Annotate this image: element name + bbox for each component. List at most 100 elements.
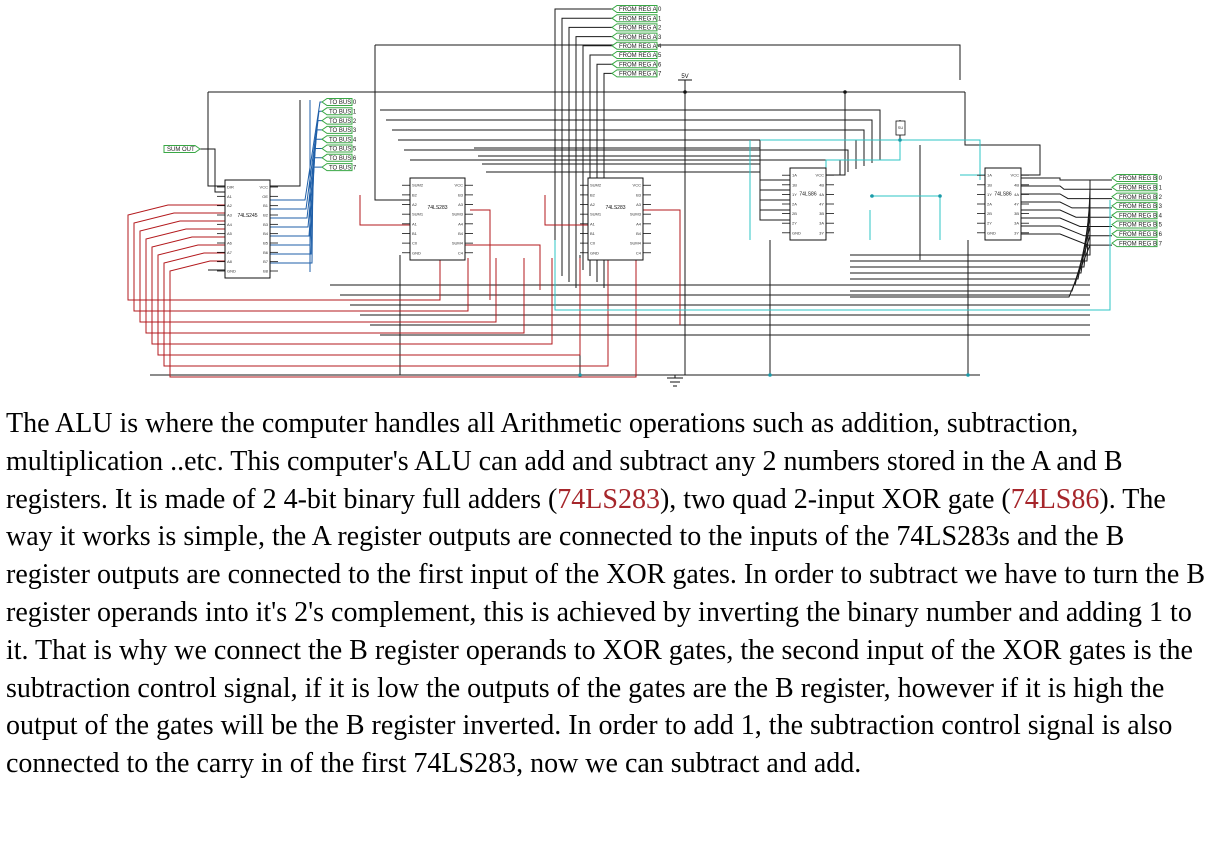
- chip-74ls86-2: 1A 1B 1Y 2A 2B 2Y GND VCC 4B 4A 4Y 3B 3A 3Y 74LS86: [977, 167, 1029, 241]
- chip-74ls283-2-pin-l-label-5: B1: [590, 231, 596, 236]
- description-part-2: ), two quad 2-input XOR gate (: [659, 483, 1011, 515]
- reg-a-port-4-shape: [611, 41, 658, 50]
- reg-b-port-6-shape: [1111, 229, 1158, 238]
- chip-74ls86-1-pin-r-label-3: 4Y: [819, 202, 824, 207]
- chip-74ls86-1-pin-l-label-6: GND: [792, 230, 801, 235]
- junction-7: [578, 373, 582, 377]
- reg-a-port-2-text: FROM REG A 2: [619, 26, 662, 32]
- sum-283-2-in: [544, 195, 588, 226]
- chip-74ls245-pin-l-label-1: A1: [227, 194, 233, 199]
- reg-a-feed-1: [374, 45, 410, 201]
- chip-74ls283-1-pin-r-label-5: B4: [458, 231, 464, 236]
- sum-out-wire: [200, 148, 225, 193]
- reg-a-port-5-text: FROM REG A 5: [619, 53, 662, 59]
- dir-line: [207, 92, 225, 187]
- chip-74ls283-1-pin-r-label-7: C4: [458, 250, 464, 255]
- link-74ls86[interactable]: 74LS86: [1010, 483, 1100, 515]
- carry-link: [465, 244, 541, 290]
- chip-74ls283-1-body: [409, 177, 466, 261]
- chip-74ls245-pin-l-label-3: A3: [227, 213, 233, 218]
- reg-b-port-4-text: FROM REG B 4: [1119, 213, 1163, 219]
- reg-b-line-3: [1021, 201, 1112, 209]
- reg-b-port-5-shape: [1111, 220, 1158, 229]
- bus-port-3-text: TO BUS 3: [329, 128, 357, 134]
- mid-rail-5: [410, 159, 841, 175]
- bus-port-7-text: TO BUS 7: [329, 165, 357, 171]
- bus-port-2-text: TO BUS 2: [329, 119, 357, 125]
- chip-74ls283-2-body: [587, 177, 644, 261]
- chip-74ls283-1-name: 74LS283: [427, 205, 447, 211]
- sum-283-1-out: [470, 209, 491, 300]
- chip-74ls86-1-pin-r-label-5: 3A: [819, 221, 824, 226]
- chip-74ls86-2-pin-l-label-3: 2A: [987, 202, 992, 207]
- reg-a-port-6-text: FROM REG A 6: [619, 62, 662, 68]
- bus-port-2-shape: [321, 116, 353, 125]
- bus-port-1-text: TO BUS 1: [329, 110, 357, 116]
- bus-port-7-shape: [321, 163, 353, 172]
- chip-74ls283-1-pin-r-label-3: SUM3: [452, 212, 464, 217]
- reg-b-port-3-text: FROM REG B 3: [1119, 204, 1163, 210]
- reg-b-return-3: [850, 207, 1091, 274]
- junction-4: [870, 194, 874, 198]
- chip-74ls245-name: 74LS245: [237, 213, 257, 219]
- sum-return-3: [145, 228, 525, 334]
- chip-74ls283-1-pin-r-label-4: A4: [458, 221, 464, 226]
- chip-74ls245-pin-r-label-8: B7: [263, 259, 269, 264]
- mid-rail-1: [386, 119, 873, 163]
- ports: FROM REG A 0 FROM REG A 1 FROM REG A 2 FROM…: [163, 5, 1163, 247]
- chip-74ls283-1-pin-l-label-5: B1: [412, 231, 418, 236]
- reg-b-line-1: [1021, 185, 1112, 190]
- reg-a-port-0-text: FROM REG A 0: [619, 7, 662, 13]
- vcc-86-2: [964, 92, 1041, 176]
- mid-rail-4: [404, 149, 849, 172]
- description-paragraph: The ALU is where the computer handles al…: [6, 405, 1206, 783]
- reg-b-return-1: [850, 189, 1091, 262]
- reg-a-port-7-text: FROM REG A 7: [619, 72, 662, 78]
- sum-283-1-in: [359, 195, 410, 226]
- chip-74ls86-1-pin-l-label-5: 2Y: [792, 221, 797, 226]
- reg-b-return-5: [850, 226, 1091, 286]
- chip-74ls283-1-pin-l-label-6: C0: [412, 241, 418, 246]
- mid-rail-3: [398, 139, 857, 169]
- sum-return-0: [127, 204, 441, 301]
- reg-b-return-4: [850, 217, 1091, 280]
- reg-b-return-6: [850, 235, 1091, 292]
- chip-74ls86-2-pin-r-label-1: 4B: [1014, 182, 1019, 187]
- black-wires: [150, 8, 1112, 376]
- reg-a-port-7-shape: [611, 69, 658, 78]
- chip-74ls283-1-pin-l-label-4: A1: [412, 221, 418, 226]
- chip-74ls86-2-pin-l-label-5: 2Y: [987, 221, 992, 226]
- chip-74ls283-2-pin-l-label-2: A2: [590, 202, 596, 207]
- junction-1: [843, 90, 847, 94]
- mid-rail-0: [380, 109, 881, 160]
- sum-return-1: [133, 212, 469, 312]
- reg-b-return-7: [850, 244, 1091, 298]
- reg-b-line-7: [1021, 233, 1112, 246]
- reg-a-port-2-shape: [611, 23, 658, 32]
- rail-top-1: [375, 44, 961, 80]
- reg-b-port-2-shape: [1111, 192, 1158, 201]
- chip-74ls283-2-pin-l-label-4: A1: [590, 221, 596, 226]
- bus-port-3-shape: [321, 125, 353, 134]
- sum-out-port-text: SUM OUT: [167, 147, 195, 153]
- bus-line-1: [270, 110, 322, 210]
- chip-74ls86-1-pin-l-label-4: 2B: [792, 211, 797, 216]
- reg-a-line-2: [568, 26, 612, 282]
- alu-schematic: DIR A1 A2 A3 A4 A5 A6 A7 A8 GND VCC OE B1 B2 B3 B4 B5 B6 B…: [127, 5, 1163, 387]
- reg-a-line-1: [561, 17, 612, 276]
- chip-74ls86-1-pin-r-label-6: 3Y: [819, 230, 824, 235]
- reg-b-port-7-text: FROM REG B 7: [1119, 241, 1163, 247]
- reg-b-port-3-shape: [1111, 201, 1158, 210]
- link-74ls283[interactable]: 74LS283: [557, 483, 660, 515]
- chip-74ls245-pin-r-label-5: B4: [263, 231, 269, 236]
- chip-74ls245-pin-r-label-4: B3: [263, 222, 269, 227]
- chip-74ls283-2-pin-l-label-1: B2: [590, 192, 596, 197]
- reg-a-port-5-shape: [611, 51, 658, 59]
- chip-74ls245-pin-l-label-0: DIR: [227, 185, 234, 190]
- chip-74ls86-2-pin-l-label-0: 1A: [987, 173, 992, 178]
- sum-return-6: [163, 252, 609, 367]
- reg-b-port-0-text: FROM REG B 0: [1119, 176, 1163, 182]
- chip-74ls86-2-pin-l-label-2: 1Y: [987, 192, 992, 197]
- chip-74ls283-1-pin-l-label-3: SUM1: [412, 212, 424, 217]
- bus-port-6-shape: [321, 153, 353, 162]
